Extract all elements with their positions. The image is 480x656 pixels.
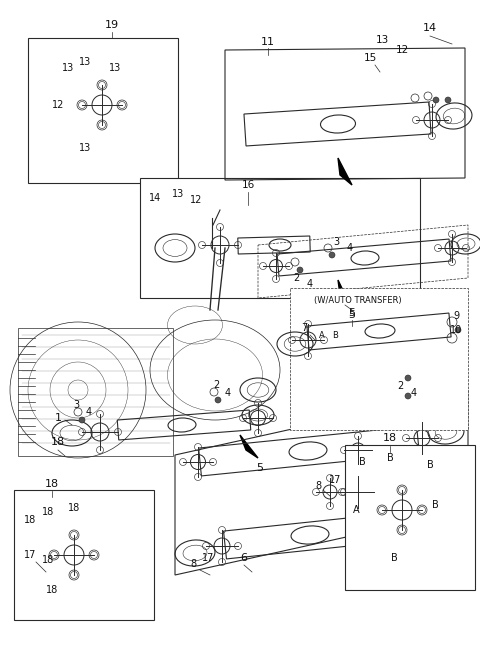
Text: B: B: [386, 453, 394, 463]
Text: 9: 9: [453, 311, 459, 321]
Polygon shape: [240, 435, 258, 458]
Bar: [28, 38, 178, 183]
Text: 18: 18: [45, 479, 59, 489]
Text: 4: 4: [225, 388, 231, 398]
Circle shape: [215, 397, 221, 403]
Text: 1: 1: [55, 413, 61, 423]
Text: 12: 12: [396, 45, 408, 55]
Text: 6: 6: [240, 553, 248, 563]
Text: 4: 4: [411, 388, 417, 398]
Text: 4: 4: [347, 243, 353, 253]
Bar: [14, 490, 154, 620]
Polygon shape: [338, 280, 350, 305]
Bar: [18, 328, 173, 456]
Text: 16: 16: [241, 180, 254, 190]
Text: B: B: [332, 331, 338, 340]
Text: 12: 12: [190, 195, 202, 205]
Text: 14: 14: [423, 23, 437, 33]
Text: 4: 4: [307, 279, 313, 289]
Text: 8: 8: [315, 481, 321, 491]
Text: 2: 2: [293, 273, 299, 283]
Text: 15: 15: [363, 53, 377, 63]
Text: 5: 5: [256, 463, 264, 473]
Text: 13: 13: [62, 63, 74, 73]
Text: A: A: [353, 505, 360, 515]
Text: 17: 17: [202, 553, 214, 563]
Text: 3: 3: [333, 237, 339, 247]
Text: 11: 11: [261, 37, 275, 47]
Circle shape: [445, 97, 451, 103]
Text: A: A: [319, 331, 325, 340]
Circle shape: [405, 375, 411, 381]
Text: 8: 8: [190, 559, 196, 569]
Text: 18: 18: [68, 503, 80, 513]
Bar: [140, 178, 420, 298]
Circle shape: [455, 327, 461, 333]
Text: 18: 18: [51, 437, 65, 447]
Text: 17: 17: [329, 475, 341, 485]
Text: 13: 13: [79, 57, 91, 67]
Text: 18: 18: [24, 515, 36, 525]
Text: 13: 13: [109, 63, 121, 73]
Text: 18: 18: [42, 555, 54, 565]
Text: 18: 18: [42, 507, 54, 517]
Text: (W/AUTO TRANSFER): (W/AUTO TRANSFER): [314, 295, 402, 304]
Circle shape: [297, 267, 303, 273]
Text: 18: 18: [383, 433, 397, 443]
Circle shape: [329, 252, 335, 258]
Text: B: B: [359, 457, 365, 467]
Text: B: B: [432, 500, 438, 510]
Text: 14: 14: [149, 193, 161, 203]
Circle shape: [79, 417, 85, 423]
Text: B: B: [391, 553, 397, 563]
Bar: [345, 445, 475, 590]
Circle shape: [433, 97, 439, 103]
Text: 2: 2: [397, 381, 403, 391]
Polygon shape: [338, 158, 352, 185]
Text: 2: 2: [213, 380, 219, 390]
Bar: [290, 288, 468, 430]
Circle shape: [405, 393, 411, 399]
Text: 3: 3: [73, 400, 79, 410]
Text: 7: 7: [301, 323, 307, 333]
Text: 18: 18: [46, 585, 58, 595]
Text: 17: 17: [24, 550, 36, 560]
Text: 13: 13: [172, 189, 184, 199]
Text: 5: 5: [348, 310, 356, 320]
Text: 13: 13: [375, 35, 389, 45]
Text: 13: 13: [79, 143, 91, 153]
Text: 19: 19: [105, 20, 119, 30]
Text: B: B: [427, 460, 433, 470]
Text: 12: 12: [52, 100, 64, 110]
Text: 5: 5: [348, 308, 356, 318]
Text: 4: 4: [86, 407, 92, 417]
Text: 10: 10: [450, 325, 462, 335]
